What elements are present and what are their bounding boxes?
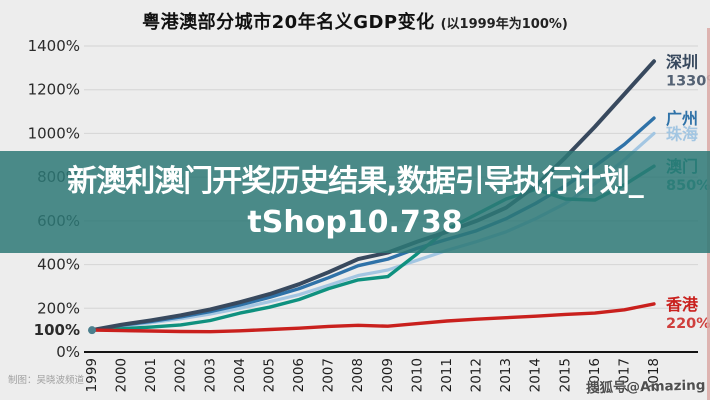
- series-label-shenzhen: 深圳: [666, 52, 698, 71]
- gdp-line-hongkong: [90, 302, 656, 334]
- y-axis-tick-label: 200%: [37, 299, 80, 317]
- x-axis-year-label: 2016: [587, 358, 603, 392]
- x-axis-year-label: 2012: [469, 358, 485, 392]
- x-axis-year-label: 2014: [528, 358, 544, 392]
- x-axis-year-label: 2006: [291, 358, 307, 392]
- overlay-text-line1: 新澳利澳门开奖历史结果,数据引导执行计划_: [67, 164, 643, 200]
- x-axis-year-label: 1999: [84, 358, 100, 392]
- x-axis-year-label: 2005: [261, 358, 277, 392]
- series-endvalue-shenzhen: 1330%: [666, 73, 710, 89]
- chart-title-main: 粤港澳部分城市20年名义GDP变化: [142, 12, 435, 33]
- overlay-text-line2: tShop10.738: [247, 204, 463, 240]
- y-axis-tick-label: 0%: [56, 343, 80, 361]
- series-label-guangzhou: 广州: [666, 109, 698, 128]
- spam-overlay-banner: 新澳利澳门开奖历史结果,数据引导执行计划_ tShop10.738: [0, 151, 710, 253]
- x-axis-year-label: 2009: [380, 358, 396, 392]
- x-axis-year-label: 2001: [143, 358, 159, 392]
- x-axis-year-label: 2011: [439, 358, 455, 392]
- series-label-hongkong: 香港: [665, 295, 699, 314]
- y-axis-tick-label: 400%: [37, 256, 80, 274]
- x-axis-year-label: 2013: [498, 358, 514, 392]
- x-axis-year-label: 2002: [173, 358, 189, 392]
- x-axis-year-label: 2018: [646, 358, 662, 392]
- start-point-marker: [88, 326, 96, 335]
- y-axis-tick-label: 1200%: [28, 81, 80, 99]
- x-axis-year-label: 2000: [114, 358, 130, 392]
- y-axis-tick-label: 100%: [34, 321, 80, 339]
- sohu-watermark: 搜狐号@Amazing: [585, 377, 706, 397]
- series-label-zhuhai: 珠海: [666, 124, 698, 143]
- x-axis-year-label: 2007: [321, 358, 337, 392]
- x-axis-year-label: 2003: [202, 358, 218, 392]
- chart-credit: 制图：吴晓波频道: [8, 375, 85, 386]
- series-endvalue-hongkong: 220%: [666, 316, 710, 332]
- y-axis-tick-label: 1000%: [28, 124, 80, 142]
- y-axis-tick-label: 1400%: [28, 37, 80, 55]
- x-axis-year-label: 2015: [557, 358, 573, 392]
- x-axis-year-label: 2010: [409, 358, 425, 392]
- chart-title-note: (以1999年为100%): [440, 17, 568, 32]
- x-axis-year-label: 2004: [232, 358, 248, 392]
- x-axis-year-label: 2008: [350, 358, 366, 392]
- chart-title: 粤港澳部分城市20年名义GDP变化 (以1999年为100%): [0, 8, 710, 34]
- x-axis-year-label: 2017: [616, 358, 632, 392]
